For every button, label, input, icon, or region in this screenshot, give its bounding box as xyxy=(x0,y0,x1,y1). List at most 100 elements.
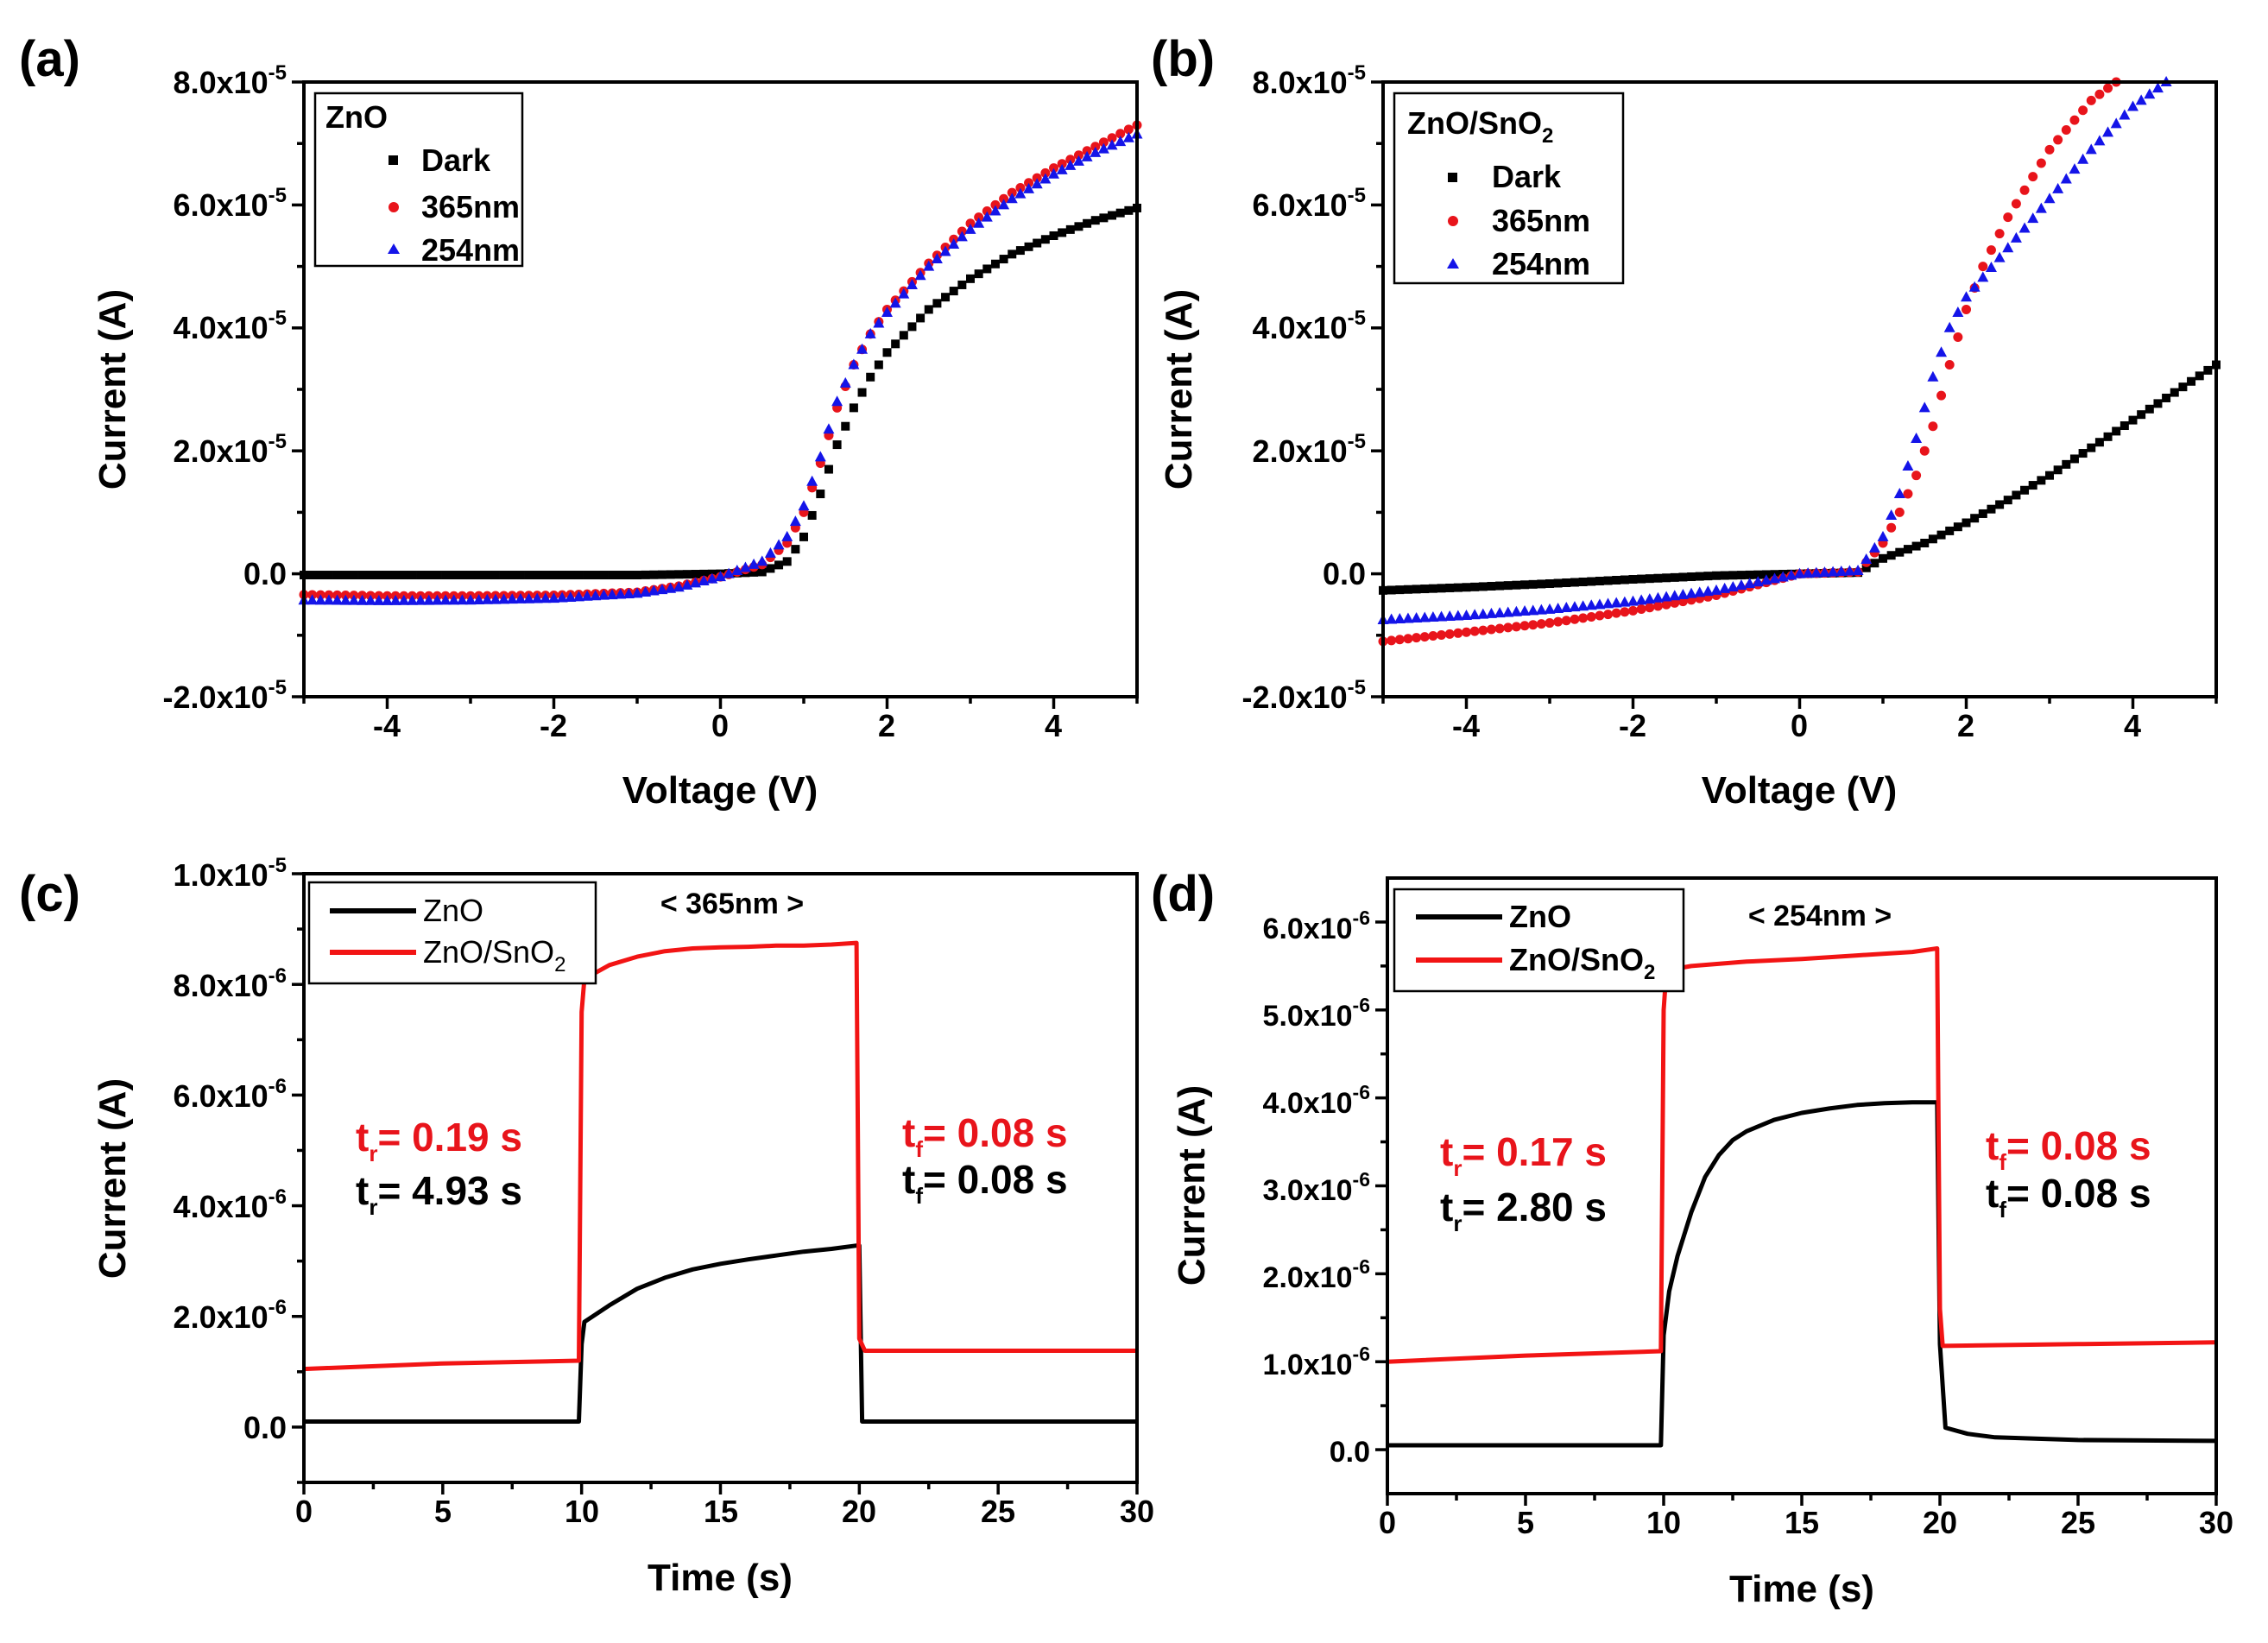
data-point xyxy=(565,571,575,580)
data-point xyxy=(1961,291,1972,302)
data-point xyxy=(1628,605,1638,616)
data-point xyxy=(1735,579,1747,591)
data-point xyxy=(1536,619,1546,629)
data-point xyxy=(1894,507,1905,517)
365nm-legend-marker xyxy=(389,202,399,212)
data-point xyxy=(357,594,369,605)
series-254nm xyxy=(1377,76,2172,624)
panel-d-rise-time-black: tr= 2.80 s xyxy=(1440,1185,1607,1236)
panel-a-ytick-label: 4.0x10-5 xyxy=(174,306,287,345)
data-point xyxy=(932,299,942,308)
data-point xyxy=(1827,566,1839,577)
data-point xyxy=(1669,590,1681,601)
data-point xyxy=(2085,143,2097,155)
data-point xyxy=(1662,573,1671,583)
data-point xyxy=(399,571,408,580)
data-point xyxy=(1510,605,1522,616)
panel-d-plot xyxy=(1387,946,2217,1448)
data-point xyxy=(414,594,426,605)
data-point xyxy=(1412,633,1422,643)
data-point xyxy=(1057,159,1067,169)
data-point xyxy=(1418,611,1431,622)
panel-c: (c) 1.0x10-5 8.0x10-6 6.0x10-6 4.0x10-6 … xyxy=(19,854,1154,1599)
panel-d-xtick-label: 30 xyxy=(2199,1505,2233,1540)
data-point xyxy=(1727,580,1739,591)
data-point xyxy=(1660,591,1672,602)
data-point xyxy=(423,594,435,605)
data-point xyxy=(622,587,635,598)
data-point xyxy=(373,594,385,605)
data-point xyxy=(1661,599,1671,610)
data-point xyxy=(799,532,808,541)
panel-b-legend-box xyxy=(1393,92,1625,285)
data-point xyxy=(366,571,376,580)
data-point xyxy=(1544,603,1556,614)
data-point xyxy=(1928,534,1937,544)
data-point xyxy=(556,591,568,603)
data-point xyxy=(1578,577,1588,586)
data-point xyxy=(616,571,625,580)
data-point xyxy=(391,571,401,580)
data-point xyxy=(2195,371,2204,381)
365nm-legend-marker xyxy=(1448,216,1458,226)
data-point xyxy=(1015,246,1025,256)
data-point xyxy=(1569,601,1581,612)
data-point xyxy=(823,423,835,434)
data-point xyxy=(682,570,692,579)
data-point xyxy=(1470,582,1480,591)
data-point xyxy=(1710,584,1722,595)
data-point xyxy=(2003,212,2013,223)
data-point xyxy=(989,205,1001,216)
data-point xyxy=(1919,446,1930,456)
data-point xyxy=(2044,193,2056,204)
panel-d-xtick-label: 10 xyxy=(1646,1505,1681,1540)
data-point xyxy=(449,571,458,580)
panel-c-legend-zno: ZnO xyxy=(423,893,483,928)
data-point xyxy=(524,571,534,580)
data-point xyxy=(1769,572,1781,584)
data-point xyxy=(673,581,685,592)
panel-a-letter: (a) xyxy=(19,31,80,87)
data-point xyxy=(1394,635,1405,645)
panel-d-xtick-label: 15 xyxy=(1785,1505,1819,1540)
data-point xyxy=(1670,597,1680,608)
data-point xyxy=(1024,178,1034,188)
data-point xyxy=(1628,575,1638,585)
data-point xyxy=(1393,613,1406,624)
data-point xyxy=(1602,597,1614,609)
panel-d-ytick-label: 3.0x10-6 xyxy=(1263,1168,1370,1207)
data-point xyxy=(2087,443,2096,452)
data-point xyxy=(1519,621,1530,631)
panel-a-y-axis-title: Current (A) xyxy=(92,289,134,490)
data-point xyxy=(1893,488,1905,499)
data-point xyxy=(1978,262,1988,272)
data-point xyxy=(841,421,850,431)
data-point xyxy=(2187,376,2196,386)
data-point xyxy=(2137,410,2146,420)
data-point xyxy=(1445,583,1455,592)
data-point xyxy=(781,530,793,541)
panel-a-xtick-label: -2 xyxy=(540,708,567,743)
panel-c-ytick-label: 0.0 xyxy=(243,1410,287,1445)
data-point xyxy=(1039,173,1052,184)
data-point xyxy=(849,403,858,413)
data-point xyxy=(1486,624,1496,635)
data-point xyxy=(1645,603,1655,613)
panel-b-xtick-label: -4 xyxy=(1452,708,1480,743)
data-point xyxy=(323,594,335,605)
data-point xyxy=(2128,415,2138,425)
data-point xyxy=(2060,173,2072,184)
series-zno xyxy=(304,1243,1137,1424)
254nm-legend-marker xyxy=(388,243,400,254)
data-point xyxy=(931,253,943,264)
data-point xyxy=(1065,159,1077,170)
panel-b-legend-title: ZnO/SnO2 xyxy=(1407,105,1553,148)
data-point xyxy=(1953,332,1963,342)
data-point xyxy=(1911,432,1923,443)
panel-c-xtick-label: 5 xyxy=(434,1494,452,1529)
data-point xyxy=(1090,146,1102,157)
data-point xyxy=(583,571,592,580)
data-point xyxy=(439,594,452,605)
data-point xyxy=(640,585,652,597)
panel-d-xtick-label: 25 xyxy=(2061,1505,2095,1540)
